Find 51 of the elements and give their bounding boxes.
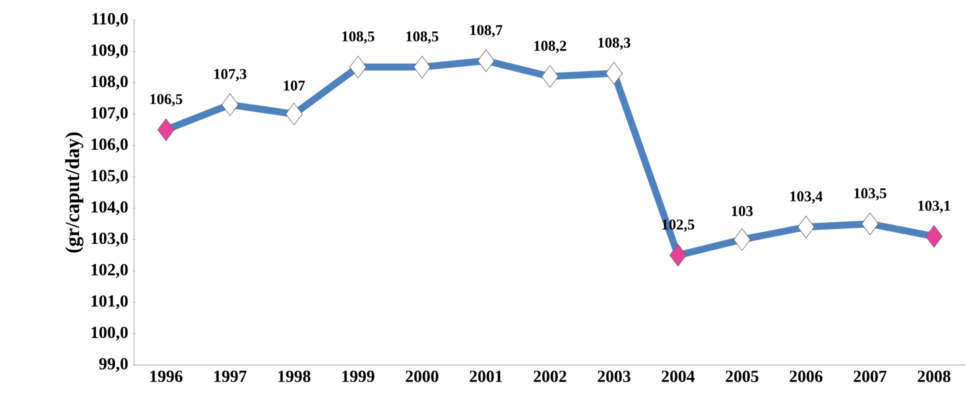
y-tick-label: 100,0 [92,326,128,341]
data-label: 106,5 [150,94,182,106]
data-label: 108,5 [406,31,438,44]
data-label: 108,2 [534,40,566,54]
x-tick-label: 1996 [150,370,182,382]
x-tick-label: 2006 [790,370,822,382]
point [285,102,303,126]
y-tick-label: 102,0 [92,264,128,278]
point [733,228,751,251]
y-tick-label: 107,0 [92,107,128,122]
data-label: 103,1 [918,200,950,213]
x-tick-label: 2000 [406,370,438,382]
y-tick-label: 106,0 [92,138,128,152]
y-axis-title: (gr/caput/day) [65,132,84,253]
x-tick-label: 2001 [470,370,502,382]
x-tick-label: 2004 [662,370,695,382]
data-label: 103,5 [854,188,886,200]
point [541,65,559,88]
y-tick-label: 101,0 [92,295,128,310]
point [797,216,815,238]
point [605,62,623,85]
point [349,56,367,78]
y-tick-label: 103,0 [92,232,128,246]
data-label: 107,3 [214,68,246,82]
x-tick-label: 1998 [278,370,310,382]
y-tick-label: 104,0 [92,201,128,216]
x-tick-label: 1999 [342,370,374,382]
data-label: 108,7 [470,25,502,38]
point [477,50,495,72]
y-tick-label: 99,0 [99,358,128,372]
y-tick-label: 108,0 [92,76,128,90]
point [926,225,943,248]
data-label: 103 [732,206,753,216]
x-tick-label: 1997 [214,370,247,382]
y-tick-label: 109,0 [92,44,128,58]
point [157,118,175,142]
x-tick-label: 2007 [854,370,887,382]
x-tick-label: 2003 [598,370,630,382]
point [861,212,879,236]
point [221,93,239,116]
data-label: 107 [284,80,305,91]
point [669,244,687,266]
data-label: 108,5 [342,31,374,44]
x-tick-label: 2002 [534,370,566,382]
data-label: 103,4 [790,191,823,204]
y-tick-label: 105,0 [92,170,128,184]
point [413,56,431,78]
x-tick-label: 2008 [918,370,950,382]
data-label: 108,3 [598,38,630,50]
x-tick-label: 2005 [726,370,758,382]
y-tick-label: 110,0 [92,13,128,27]
